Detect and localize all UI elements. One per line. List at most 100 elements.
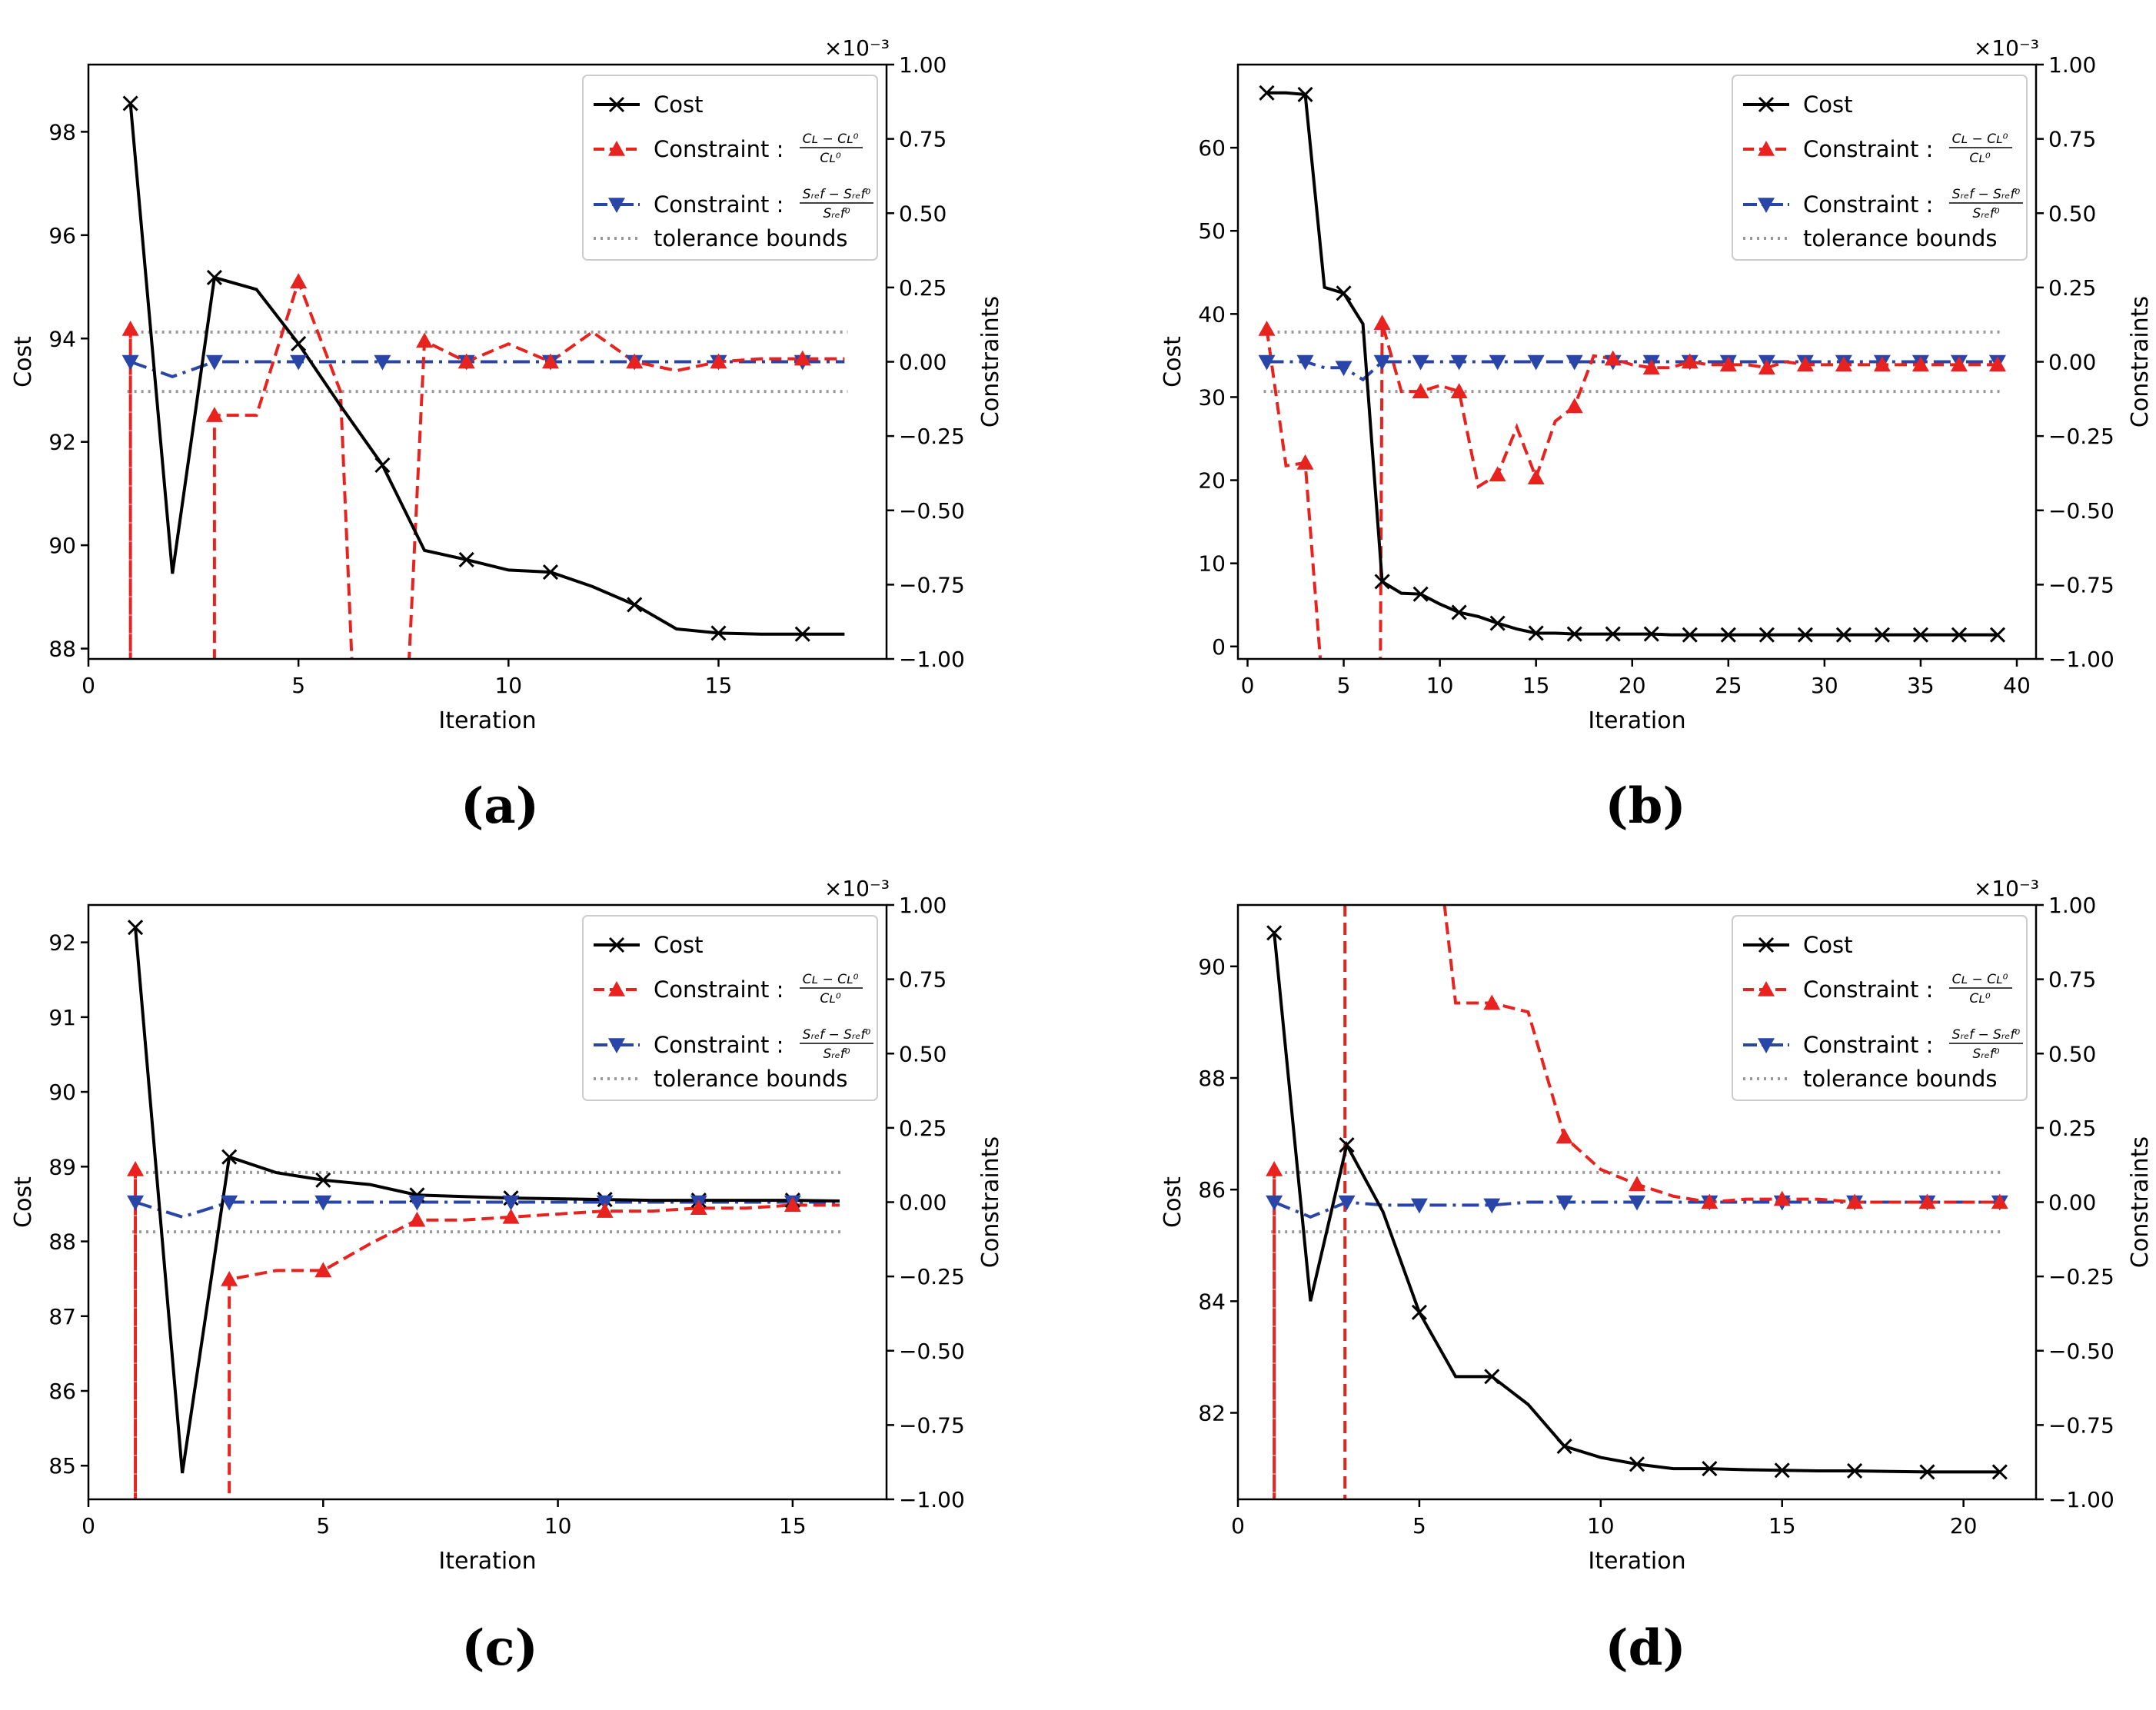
cl-marker xyxy=(457,353,475,369)
x-tick-label: 0 xyxy=(1241,673,1255,698)
sref-marker xyxy=(608,198,625,213)
y-right-axis-label: Constraints xyxy=(977,296,1004,428)
legend-sref-denominator: Sᵣₑf⁰ xyxy=(823,1046,850,1062)
cost-marker xyxy=(1797,627,1813,643)
y-right-tick-label: 0.75 xyxy=(899,127,947,152)
x-tick-label: 0 xyxy=(82,673,95,698)
plot-area xyxy=(127,920,840,1499)
cost-marker xyxy=(794,626,810,642)
cl-marker xyxy=(541,353,559,369)
legend-tolerance-label: tolerance bounds xyxy=(654,1066,848,1092)
y-right-tick-label: 0.00 xyxy=(899,350,947,375)
sref-marker xyxy=(1266,1195,1283,1211)
legend: Cost Constraint : Cʟ − Cʟ⁰ Cʟ⁰ Constraint : S… xyxy=(1732,915,2028,1101)
cl-marker xyxy=(1604,350,1622,366)
cl-marker xyxy=(314,1262,332,1278)
legend-box xyxy=(582,75,878,261)
x-axis-label: Iteration xyxy=(1588,1548,1685,1575)
cost-marker xyxy=(127,920,144,936)
cl-marker xyxy=(1719,356,1737,372)
cl-marker xyxy=(290,273,308,288)
sref-marker xyxy=(408,1195,426,1211)
sref-series-line xyxy=(135,1200,840,1219)
legend-cl-label: Constraint : xyxy=(654,136,784,162)
x-tick-label: 15 xyxy=(705,673,733,698)
plot-area xyxy=(121,95,845,659)
legend-box xyxy=(582,915,878,1101)
y-right-axis-label: Constraints xyxy=(977,1136,1004,1268)
y-left-tick-label: 96 xyxy=(48,223,76,248)
y-left-axis-label: Cost xyxy=(10,336,37,388)
y-right-tick-label: 0.50 xyxy=(899,201,947,226)
legend-sref-label: Constraint : xyxy=(1803,191,1933,218)
y-right-tick-label: 0.25 xyxy=(899,1116,947,1141)
y-left-tick-label: 0 xyxy=(1212,634,1226,660)
cost-marker xyxy=(1374,574,1390,590)
y-right-tick-label: −1.00 xyxy=(2048,1487,2114,1512)
y-right-tick-label: −1.00 xyxy=(899,647,965,672)
legend-cost-label: Cost xyxy=(654,91,703,118)
legend-sref-denominator: Sᵣₑf⁰ xyxy=(1972,206,1999,221)
sref-marker xyxy=(1373,354,1391,371)
sref-series-line xyxy=(1266,360,1998,382)
right-axis-multiplier: ×10⁻³ xyxy=(1974,876,2039,901)
sref-marker xyxy=(1483,1198,1501,1214)
legend-sref-numerator: Sᵣₑf − Sᵣₑf⁰ xyxy=(1952,1027,2021,1043)
panel-caption: (b) xyxy=(1605,777,1685,835)
y-left-tick-label: 94 xyxy=(48,326,76,351)
panel-caption: (d) xyxy=(1605,1619,1685,1677)
cost-series-line xyxy=(134,927,840,1474)
y-right-tick-label: 1.00 xyxy=(2048,52,2096,78)
x-tick-label: 5 xyxy=(291,673,305,698)
legend-cl-label: Constraint : xyxy=(1803,136,1933,162)
sref-marker xyxy=(127,1195,145,1211)
cost-marker xyxy=(1835,627,1852,643)
y-left-tick-label: 90 xyxy=(1198,954,1226,980)
legend-sref-numerator: Sᵣₑf − Sᵣₑf⁰ xyxy=(1952,187,2021,202)
cl-marker xyxy=(1911,356,1929,372)
cl-marker xyxy=(1846,1193,1864,1209)
chart-panel-a: 0 5 10 15 88 90 92 94 96 98 1.00 0.75 0.50 0.25 0.00 −0… xyxy=(10,35,1004,835)
y-right-tick-label: −1.00 xyxy=(899,1487,965,1512)
cost-marker xyxy=(1451,604,1467,620)
sref-marker xyxy=(1758,1038,1775,1053)
cost-marker xyxy=(1336,285,1352,301)
cl-marker xyxy=(596,1203,614,1218)
cl-marker xyxy=(408,1211,426,1227)
y-right-tick-label: 0.25 xyxy=(2048,1116,2096,1141)
y-right-tick-label: −0.25 xyxy=(2048,424,2114,449)
y-left-tick-label: 90 xyxy=(48,533,76,558)
cost-marker xyxy=(1259,85,1275,101)
legend-sref-label: Constraint : xyxy=(654,191,784,218)
sref-marker xyxy=(502,1195,520,1211)
y-right-tick-label: 0.75 xyxy=(2048,127,2096,152)
sref-marker xyxy=(121,354,139,371)
y-right-tick-label: 0.50 xyxy=(2048,201,2096,226)
legend-sref-numerator: Sᵣₑf − Sᵣₑf⁰ xyxy=(803,1027,871,1043)
cost-series-line xyxy=(128,103,845,636)
y-left-tick-label: 82 xyxy=(1198,1400,1226,1426)
y-right-tick-label: 0.25 xyxy=(2048,275,2096,301)
cl-marker xyxy=(1758,141,1775,156)
y-left-tick-label: 89 xyxy=(48,1154,76,1179)
cl-marker xyxy=(127,1160,145,1176)
sref-marker xyxy=(1258,354,1276,371)
cost-marker xyxy=(1758,937,1775,953)
cl-marker xyxy=(1918,1193,1936,1209)
legend-sref-numerator: Sᵣₑf − Sᵣₑf⁰ xyxy=(803,187,871,202)
legend-sref-label: Constraint : xyxy=(654,1032,784,1058)
cl-marker xyxy=(626,353,644,369)
y-right-tick-label: 1.00 xyxy=(2048,893,2096,918)
legend-cost-label: Cost xyxy=(1803,91,1852,118)
y-right-tick-label: −0.75 xyxy=(2048,572,2114,597)
y-right-tick-label: −0.50 xyxy=(899,1339,965,1364)
legend-box xyxy=(1732,915,2028,1101)
cl-marker xyxy=(1835,356,1852,372)
y-right-tick-label: −0.50 xyxy=(2048,498,2114,524)
legend-cl-numerator: Cʟ − Cʟ⁰ xyxy=(1952,131,2008,147)
cost-marker xyxy=(1758,96,1775,113)
cost-marker xyxy=(1989,627,2006,643)
cl-marker xyxy=(784,1196,801,1213)
right-axis-multiplier: ×10⁻³ xyxy=(824,876,890,901)
